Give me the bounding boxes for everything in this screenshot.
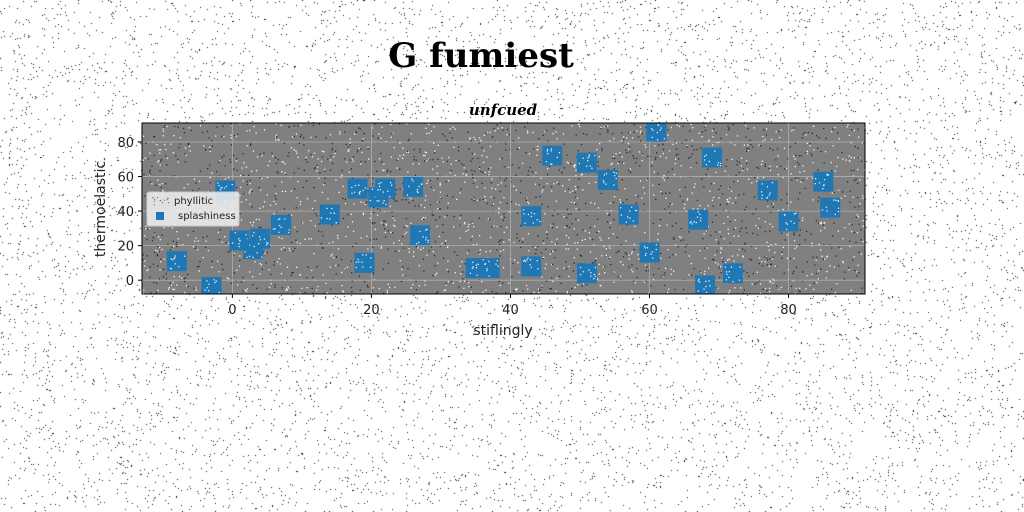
scatter-point: [201, 277, 222, 294]
plot-background: [142, 123, 865, 294]
scatter-point: [271, 214, 291, 235]
scatter-point: [639, 242, 660, 263]
scatter-point: [688, 209, 709, 230]
legend-label-phyllitic: phyllitic: [174, 196, 213, 207]
scatter-point: [250, 228, 271, 249]
series-splashiness: [166, 123, 841, 294]
plot-area: [141, 122, 866, 295]
scatter-point: [757, 180, 778, 201]
x-tick-label: 0: [228, 303, 236, 318]
scatter-point: [375, 178, 396, 199]
scatter-point: [403, 176, 424, 197]
scatter-point: [521, 256, 542, 277]
scatter-point: [479, 258, 500, 279]
scatter-point: [347, 178, 368, 199]
x-tick-label: 40: [502, 303, 519, 318]
legend-marker-splashiness: [156, 212, 164, 220]
legend: phyllitic splashiness: [146, 191, 240, 227]
scatter-point: [166, 251, 187, 272]
scatter-point: [813, 171, 834, 192]
legend-box: [146, 191, 240, 227]
scatter-point: [542, 145, 563, 166]
chart-subtitle: unfcued: [469, 101, 538, 119]
scatter-point: [576, 263, 597, 284]
legend-label-splashiness: splashiness: [178, 211, 236, 222]
x-axis-label: stiflingly: [473, 323, 532, 339]
scatter-point: [695, 275, 716, 294]
scatter-point: [576, 152, 597, 173]
scatter-point: [597, 170, 618, 190]
x-tick-label: 60: [641, 303, 658, 318]
y-tick-label: 20: [117, 240, 134, 255]
scatter-point: [722, 263, 743, 284]
scatter-point: [646, 123, 667, 142]
y-tick-label: 40: [117, 205, 134, 220]
y-axis-label: thermoelastic: [93, 161, 109, 257]
x-tick-label: 20: [363, 303, 380, 318]
scatter-point: [354, 252, 375, 273]
y-tick-label: 0: [126, 274, 134, 289]
y-tick-label: 60: [117, 171, 134, 186]
y-axis-ticks: 0 20 40 60 80: [117, 136, 142, 289]
scatter-point: [410, 225, 431, 246]
scatter-point: [820, 197, 841, 218]
scatter-point: [702, 147, 723, 168]
y-tick-label: 80: [117, 136, 134, 151]
x-tick-label: 80: [780, 303, 797, 318]
scatter-point: [521, 206, 542, 227]
scatter-point: [778, 211, 799, 232]
chart-title: G fumiest: [388, 36, 574, 76]
scatter-point: [618, 204, 639, 225]
legend-marker-phyllitic: [152, 197, 169, 206]
plot-frame: [141, 122, 866, 295]
scatter-point: [319, 204, 340, 225]
x-axis-ticks: 0 20 40 60 80: [228, 294, 797, 318]
